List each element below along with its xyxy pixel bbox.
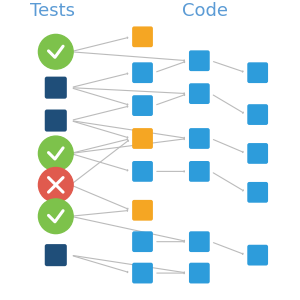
- FancyBboxPatch shape: [247, 182, 268, 203]
- Circle shape: [38, 136, 73, 171]
- FancyBboxPatch shape: [132, 26, 153, 47]
- FancyBboxPatch shape: [247, 143, 268, 164]
- FancyBboxPatch shape: [189, 161, 210, 182]
- FancyBboxPatch shape: [45, 244, 67, 266]
- FancyBboxPatch shape: [132, 128, 153, 149]
- FancyBboxPatch shape: [189, 50, 210, 71]
- FancyBboxPatch shape: [189, 128, 210, 149]
- FancyBboxPatch shape: [132, 161, 153, 182]
- FancyBboxPatch shape: [189, 263, 210, 284]
- FancyBboxPatch shape: [132, 62, 153, 83]
- FancyBboxPatch shape: [45, 110, 67, 132]
- Circle shape: [38, 167, 73, 202]
- FancyBboxPatch shape: [132, 200, 153, 221]
- FancyBboxPatch shape: [132, 263, 153, 284]
- FancyBboxPatch shape: [247, 245, 268, 266]
- FancyBboxPatch shape: [189, 83, 210, 104]
- FancyBboxPatch shape: [132, 95, 153, 116]
- Text: Code: Code: [182, 2, 228, 20]
- Circle shape: [38, 34, 73, 69]
- FancyBboxPatch shape: [247, 62, 268, 83]
- Circle shape: [38, 199, 73, 234]
- Text: Tests: Tests: [30, 2, 75, 20]
- FancyBboxPatch shape: [247, 104, 268, 125]
- FancyBboxPatch shape: [132, 231, 153, 252]
- FancyBboxPatch shape: [189, 231, 210, 252]
- FancyBboxPatch shape: [45, 76, 67, 99]
